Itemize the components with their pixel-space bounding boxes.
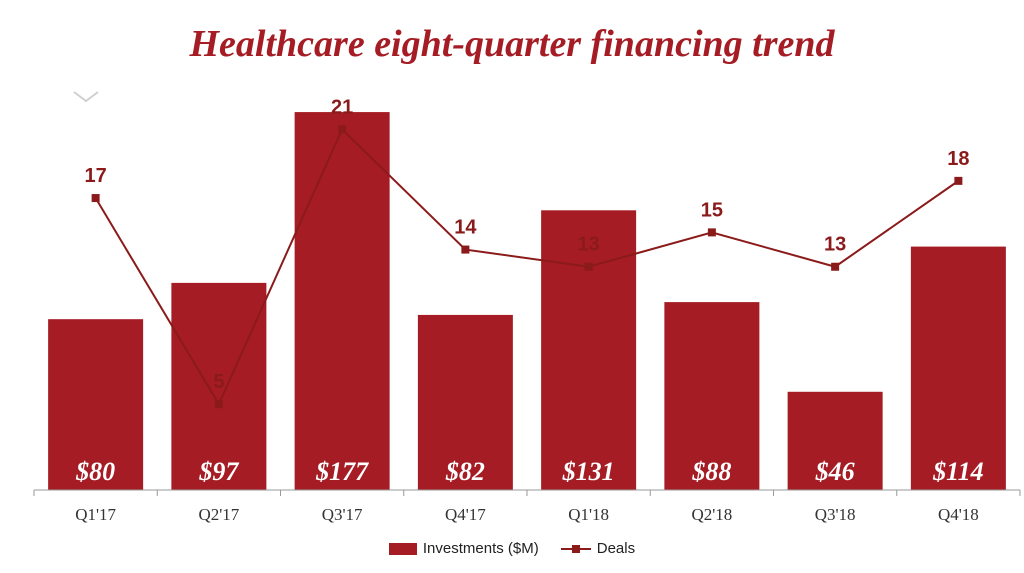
- x-tick-label-6: Q3'18: [815, 505, 856, 524]
- legend-label-investments: Investments ($M): [422, 540, 539, 557]
- deals-value-label-5: 15: [701, 199, 723, 221]
- bar-5: [664, 302, 760, 490]
- deals-value-label-1: 5: [213, 371, 224, 393]
- line-layer: 17 5 21 14 13 15 13 18: [85, 96, 970, 409]
- deals-point-1: [214, 400, 223, 409]
- chart-title: Healthcare eight-quarter financing trend: [189, 23, 835, 65]
- legend-item-investments: Investments ($M): [388, 540, 539, 557]
- deals-point-5: [707, 228, 716, 237]
- deals-point-4: [584, 262, 593, 271]
- bar-2: [294, 112, 390, 490]
- deals-point-6: [831, 262, 840, 271]
- bar-value-label-7: $114: [932, 457, 984, 486]
- bar-value-label-0: $80: [75, 457, 115, 486]
- legend-item-deals: Deals: [560, 540, 636, 557]
- bar-value-label-3: $82: [445, 457, 485, 486]
- deals-value-label-4: 13: [578, 234, 600, 256]
- x-tick-label-0: Q1'17: [75, 505, 116, 524]
- x-tick-label-2: Q3'17: [322, 505, 363, 524]
- bar-value-label-2: $177: [315, 457, 369, 486]
- deals-value-label-7: 18: [947, 148, 969, 170]
- x-tick-label-4: Q1'18: [568, 505, 609, 524]
- bar-0: [48, 319, 144, 490]
- deals-value-label-3: 14: [454, 217, 477, 239]
- bar-value-label-4: $131: [562, 457, 615, 486]
- chevron-down-icon[interactable]: [72, 90, 100, 104]
- legend-label-deals: Deals: [596, 540, 636, 557]
- bar-value-label-6: $46: [815, 457, 855, 486]
- deals-point-7: [954, 176, 963, 185]
- axis-layer: Q1'17 Q2'17 Q3'17 Q4'17 Q1'18 Q2'18 Q3'18 Q4'18: [33, 489, 1021, 524]
- bar-value-label-5: $88: [691, 457, 731, 486]
- chart-area: $80 $97 $177 $82 $131 $88 $46 $114 175211413151…: [33, 96, 1021, 524]
- bar-7: [910, 246, 1006, 490]
- deals-point-0: [91, 194, 100, 203]
- legend: Investments ($M) Deals: [0, 540, 1024, 557]
- deals-value-label-6: 13: [824, 234, 846, 256]
- deals-line: [94, 127, 959, 407]
- legend-swatch-bar: [388, 542, 417, 555]
- deals-point-2: [338, 125, 347, 134]
- bars-layer: $80 $97 $177 $82 $131 $88 $46 $114: [48, 112, 1006, 490]
- legend-swatch-line: [560, 543, 591, 555]
- x-tick-label-1: Q2'17: [198, 505, 239, 524]
- bar-6: [787, 391, 883, 490]
- bar-value-label-1: $97: [198, 457, 239, 486]
- x-tick-label-3: Q4'17: [445, 505, 486, 524]
- bar-1: [171, 282, 267, 490]
- x-tick-label-7: Q4'18: [938, 505, 979, 524]
- bar-3: [417, 314, 513, 490]
- deals-value-label-0: 17: [85, 165, 107, 187]
- deals-point-3: [461, 245, 470, 254]
- deals-value-label-2: 21: [331, 96, 353, 118]
- x-tick-label-5: Q2'18: [691, 505, 732, 524]
